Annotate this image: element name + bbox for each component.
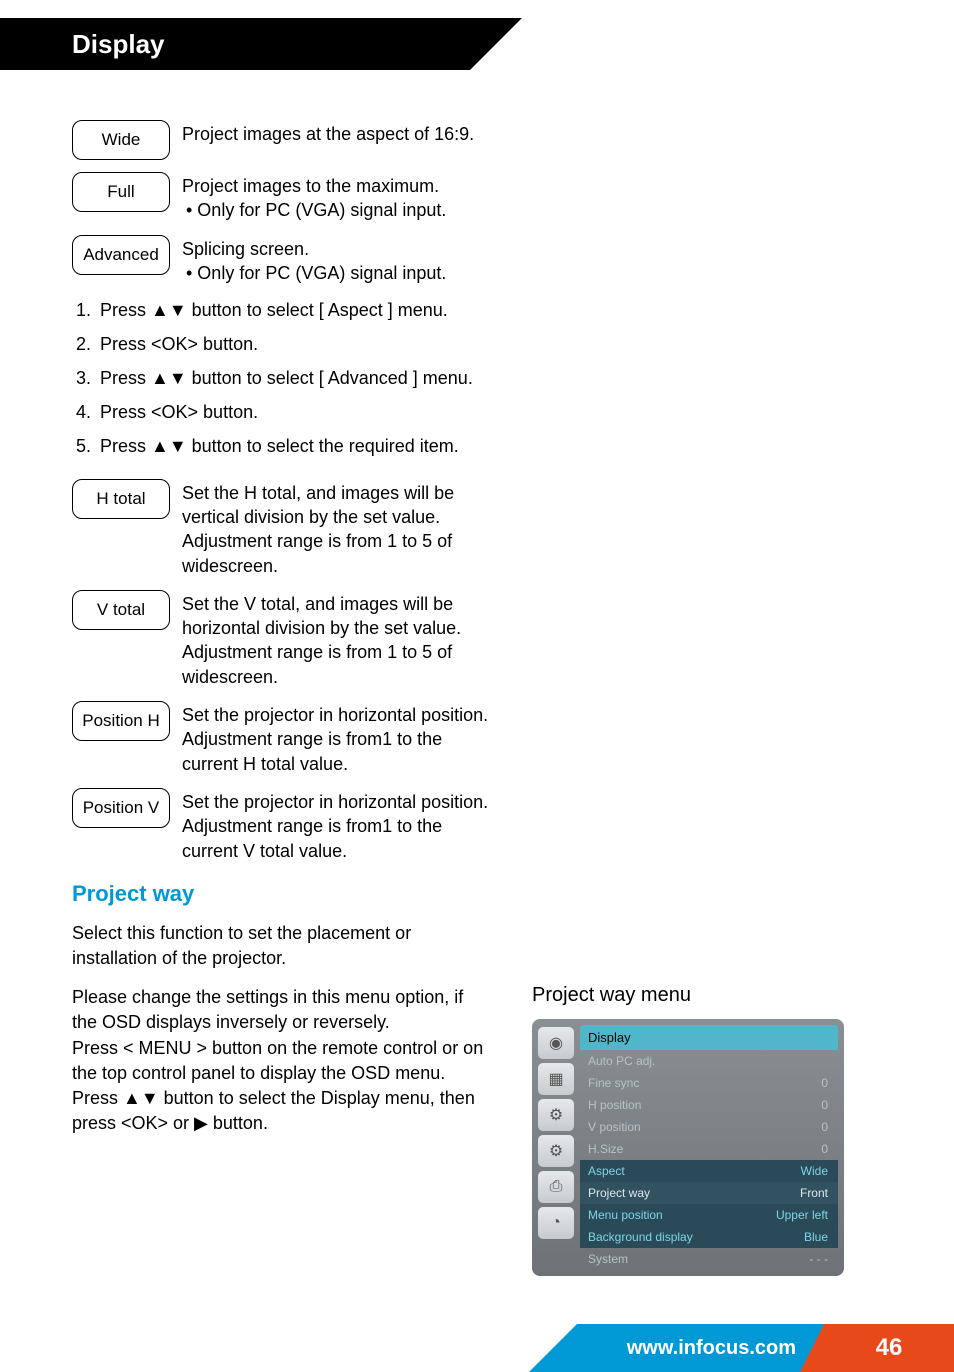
step-item: Press <OK> button. — [96, 331, 492, 359]
option-desc: Set the projector in horizontal position… — [182, 788, 492, 863]
osd-list: Display Auto PC adj.Fine sync0H position… — [580, 1025, 838, 1270]
osd-row-label: Aspect — [588, 1164, 625, 1178]
osd-tab-icon[interactable]: ⚙ — [538, 1135, 574, 1167]
osd-row-label: H position — [588, 1098, 641, 1112]
step-item: Press ▲▼ button to select [ Aspect ] men… — [96, 297, 492, 325]
osd-row-label: Auto PC adj. — [588, 1054, 655, 1068]
osd-row-label: Background display — [588, 1230, 693, 1244]
osd-tab-icon[interactable]: ⚙ — [538, 1099, 574, 1131]
osd-tab-icon[interactable]: ◉ — [538, 1027, 574, 1059]
osd-panel: ◉▦⚙⚙⎙◔ Display Auto PC adj.Fine sync0H p… — [532, 1019, 844, 1276]
content-area: Wide Project images at the aspect of 16:9… — [0, 80, 954, 1276]
step-item: Press ▲▼ button to select the required i… — [96, 433, 492, 461]
osd-row[interactable]: V position 0 — [580, 1116, 838, 1138]
footer-page-number: 46 — [824, 1324, 954, 1372]
option-row: Wide Project images at the aspect of 16:9… — [72, 120, 492, 160]
option-desc: Splicing screen.• Only for PC (VGA) sign… — [182, 235, 446, 286]
option-label: Position V — [72, 788, 170, 828]
osd-tab-icon[interactable]: ⎙ — [538, 1171, 574, 1203]
option-desc: Set the V total, and images will be hori… — [182, 590, 492, 689]
project-way-para2: Please change the settings in this menu … — [72, 985, 492, 1136]
osd-row-label: V position — [588, 1120, 641, 1134]
osd-row[interactable]: H position 0 — [580, 1094, 838, 1116]
left-column: Wide Project images at the aspect of 16:9… — [72, 120, 492, 1276]
osd-row-label: Project way — [588, 1186, 650, 1200]
option-desc: Set the H total, and images will be vert… — [182, 479, 492, 578]
osd-row-value: Blue — [804, 1230, 828, 1244]
option-label: H total — [72, 479, 170, 519]
osd-row[interactable]: Background display Blue — [580, 1226, 838, 1248]
osd-row[interactable]: Aspect Wide — [580, 1160, 838, 1182]
option-desc: Project images at the aspect of 16:9. — [182, 120, 474, 146]
osd-tab-icon[interactable]: ◔ — [538, 1207, 574, 1239]
header-banner: Display — [0, 18, 954, 80]
osd-row-label: H.Size — [588, 1142, 623, 1156]
osd-row-value: 0 — [821, 1142, 828, 1156]
osd-row-value: 0 — [821, 1120, 828, 1134]
option-row: Advanced Splicing screen.• Only for PC (V… — [72, 235, 492, 286]
osd-row-value: Upper left — [776, 1208, 828, 1222]
osd-row[interactable]: System - - - — [580, 1248, 838, 1270]
step-item: Press ▲▼ button to select [ Advanced ] m… — [96, 365, 492, 393]
osd-row-value: Wide — [801, 1164, 828, 1178]
osd-row-label: Menu position — [588, 1208, 663, 1222]
footer: www.infocus.com 46 — [0, 1324, 954, 1372]
page-title: Display — [0, 18, 470, 70]
option-row: H total Set the H total, and images will … — [72, 479, 492, 578]
option-desc: Set the projector in horizontal position… — [182, 701, 492, 776]
osd-row[interactable]: Auto PC adj. — [580, 1050, 838, 1072]
option-row: Position H Set the projector in horizonta… — [72, 701, 492, 776]
steps-list: Press ▲▼ button to select [ Aspect ] men… — [72, 297, 492, 460]
option-label: Position H — [72, 701, 170, 741]
option-label: Full — [72, 172, 170, 212]
right-column: Project way menu ◉ ▦ ⚙ ⚙ ⎙ ◔ Display Auto PC … — [532, 120, 882, 1276]
osd-row[interactable]: Project way Front — [580, 1182, 838, 1204]
osd-header-row: Display — [580, 1025, 838, 1050]
osd-row-value: 0 — [821, 1098, 828, 1112]
osd-row-label: System — [588, 1252, 628, 1266]
osd-row-value: 0 — [821, 1076, 828, 1090]
option-label: Wide — [72, 120, 170, 160]
project-way-para3-text: Press < MENU > button on the remote cont… — [72, 1038, 483, 1134]
option-label: V total — [72, 590, 170, 630]
project-way-intro: Select this function to set the placemen… — [72, 921, 492, 971]
osd-row[interactable]: H.Size 0 — [580, 1138, 838, 1160]
project-way-heading: Project way — [72, 881, 492, 907]
osd-row-label: Fine sync — [588, 1076, 639, 1090]
step-item: Press <OK> button. — [96, 399, 492, 427]
project-way-para2-text: Please change the settings in this menu … — [72, 987, 463, 1032]
osd-row-value: - - - — [809, 1252, 828, 1266]
option-row: V total Set the V total, and images will … — [72, 590, 492, 689]
osd-row[interactable]: Menu position Upper left — [580, 1204, 838, 1226]
osd-menu-title: Project way menu — [532, 984, 882, 1007]
header-triangle — [470, 18, 522, 70]
osd-row[interactable]: Fine sync 0 — [580, 1072, 838, 1094]
osd-icon-column: ◉ ▦ ⚙ ⚙ ⎙ ◔ — [538, 1025, 578, 1270]
osd-row-value: Front — [800, 1186, 828, 1200]
option-row: Position V Set the projector in horizonta… — [72, 788, 492, 863]
option-row: Full Project images to the maximum.• Only… — [72, 172, 492, 223]
footer-url: www.infocus.com — [577, 1324, 824, 1372]
option-label: Advanced — [72, 235, 170, 275]
osd-tab-icon[interactable]: ▦ — [538, 1063, 574, 1095]
option-desc: Project images to the maximum.• Only for… — [182, 172, 446, 223]
